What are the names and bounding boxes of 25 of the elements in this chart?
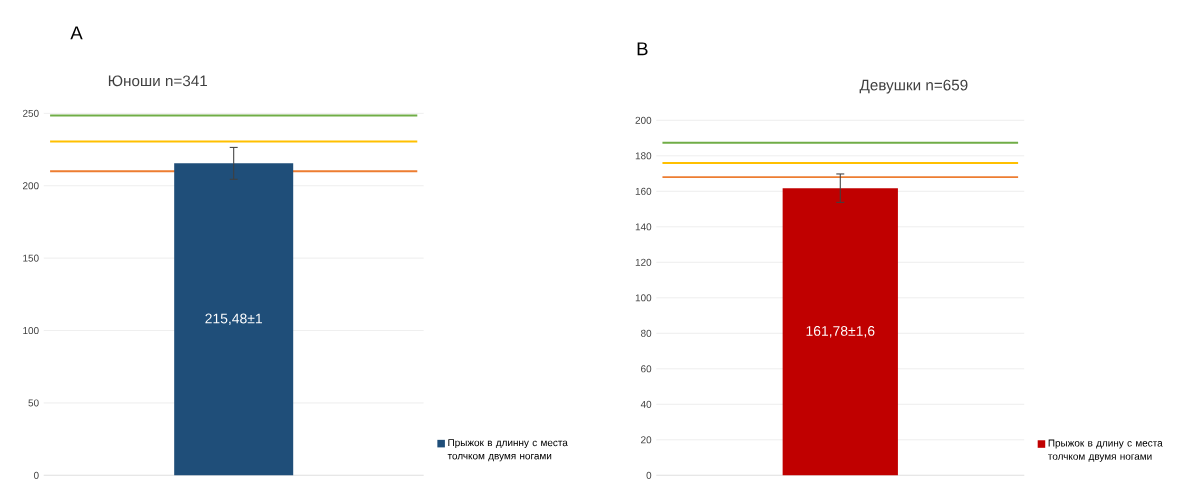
y-tick-label: 100 (23, 326, 39, 334)
legend-label: Прыжок в длину с места толчком двумя ногами (1048, 439, 1163, 462)
y-tick-label: 0 (646, 471, 652, 479)
y-tick-label: 200 (635, 116, 652, 124)
y-tick-label: 50 (28, 399, 39, 407)
legend-label: Прыжок в длинну с места толчком двумя ногами (447, 439, 568, 462)
y-tick-label: 80 (641, 329, 652, 337)
y-tick-label: 160 (635, 187, 652, 195)
chart-title: Девушки n=659 (859, 79, 968, 94)
y-tick-label: 60 (641, 365, 652, 373)
text: A (70, 26, 83, 40)
y-tick-label: 100 (635, 294, 652, 302)
data-label: 161,78±1,6 (806, 325, 875, 338)
y-tick-label: 180 (635, 152, 652, 160)
y-tick-label: 200 (22, 182, 39, 190)
y-tick-label: 120 (635, 258, 652, 266)
y-tick-label: 150 (23, 254, 39, 262)
y-tick-label: 0 (33, 471, 39, 479)
text: B (637, 42, 648, 56)
y-tick-label: 40 (640, 400, 652, 408)
y-tick-label: 20 (641, 436, 652, 444)
data-label: 215,48±1 (205, 313, 262, 325)
y-tick-label: 140 (635, 223, 652, 231)
y-tick-label: 250 (22, 109, 39, 117)
chart-title: Юноши n=341 (108, 75, 208, 87)
